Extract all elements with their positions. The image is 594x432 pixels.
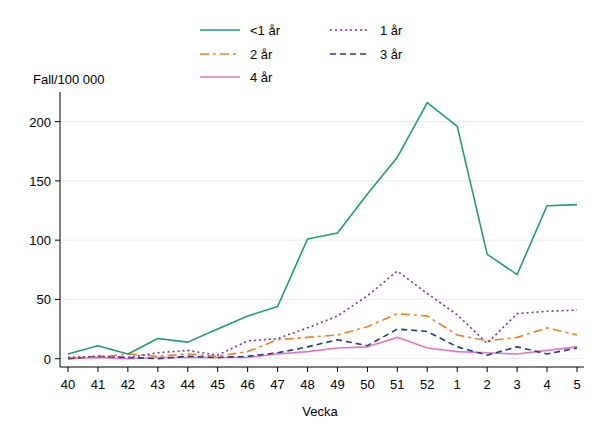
legend-swatch <box>330 29 370 31</box>
x-tick-label: 49 <box>330 377 344 392</box>
x-tick <box>397 367 398 372</box>
x-tick-label: 4 <box>543 377 550 392</box>
x-tick-label: 3 <box>514 377 521 392</box>
x-tick <box>457 367 458 372</box>
x-tick <box>68 367 69 372</box>
series-line <box>68 271 577 358</box>
x-tick <box>487 367 488 372</box>
x-tick <box>187 367 188 372</box>
x-tick-label: 48 <box>300 377 314 392</box>
legend-swatch <box>200 76 240 78</box>
x-tick <box>577 367 578 372</box>
y-tick <box>55 240 60 241</box>
x-tick <box>247 367 248 372</box>
legend-label: 3 år <box>380 47 403 62</box>
x-tick <box>427 367 428 372</box>
series-group <box>68 103 577 359</box>
x-tick-label: 52 <box>420 377 434 392</box>
x-tick <box>307 367 308 372</box>
series-line <box>68 103 577 354</box>
y-tick <box>55 180 60 181</box>
x-tick <box>547 367 548 372</box>
grid-line <box>60 299 584 300</box>
x-tick-label: 44 <box>181 377 195 392</box>
legend-label: <1 år <box>250 23 281 38</box>
y-tick-label: 200 <box>29 115 51 130</box>
x-tick <box>157 367 158 372</box>
grid-line <box>60 240 584 241</box>
y-tick-label: 50 <box>37 292 51 307</box>
y-tick-label: 150 <box>29 174 51 189</box>
x-tick-label: 2 <box>484 377 491 392</box>
y-tick-label: 0 <box>44 352 51 367</box>
x-axis <box>60 367 584 368</box>
legend-swatch <box>200 53 240 55</box>
x-tick <box>217 367 218 372</box>
x-tick-label: 50 <box>360 377 374 392</box>
x-tick-label: 45 <box>210 377 224 392</box>
x-tick-label: 51 <box>390 377 404 392</box>
legend-label: 4 år <box>250 70 273 85</box>
x-tick-label: 47 <box>270 377 284 392</box>
y-tick-label: 100 <box>29 233 51 248</box>
x-tick <box>97 367 98 372</box>
x-axis-label: Vecka <box>302 404 338 419</box>
x-tick-label: 43 <box>151 377 165 392</box>
y-tick <box>55 299 60 300</box>
series-line <box>68 314 577 358</box>
grid-line <box>60 121 584 122</box>
x-tick <box>337 367 338 372</box>
x-tick <box>517 367 518 372</box>
legend-label: 1 år <box>380 23 403 38</box>
x-tick-label: 5 <box>573 377 580 392</box>
legend-label: 2 år <box>250 47 273 62</box>
x-tick-label: 40 <box>61 377 75 392</box>
x-tick-label: 1 <box>454 377 461 392</box>
y-tick <box>55 121 60 122</box>
background <box>0 0 594 432</box>
legend-swatch <box>330 53 370 55</box>
x-tick-label: 46 <box>240 377 254 392</box>
x-tick-label: 41 <box>91 377 105 392</box>
y-axis <box>60 92 61 367</box>
x-tick-label: 42 <box>121 377 135 392</box>
x-tick <box>127 367 128 372</box>
x-tick <box>277 367 278 372</box>
legend-swatch <box>200 29 240 31</box>
x-tick <box>367 367 368 372</box>
y-tick <box>55 358 60 359</box>
grid-line <box>60 180 584 181</box>
y-axis-label: Fall/100 000 <box>33 72 105 87</box>
chart: 0501001502004041424344454647484950515212… <box>0 0 594 432</box>
